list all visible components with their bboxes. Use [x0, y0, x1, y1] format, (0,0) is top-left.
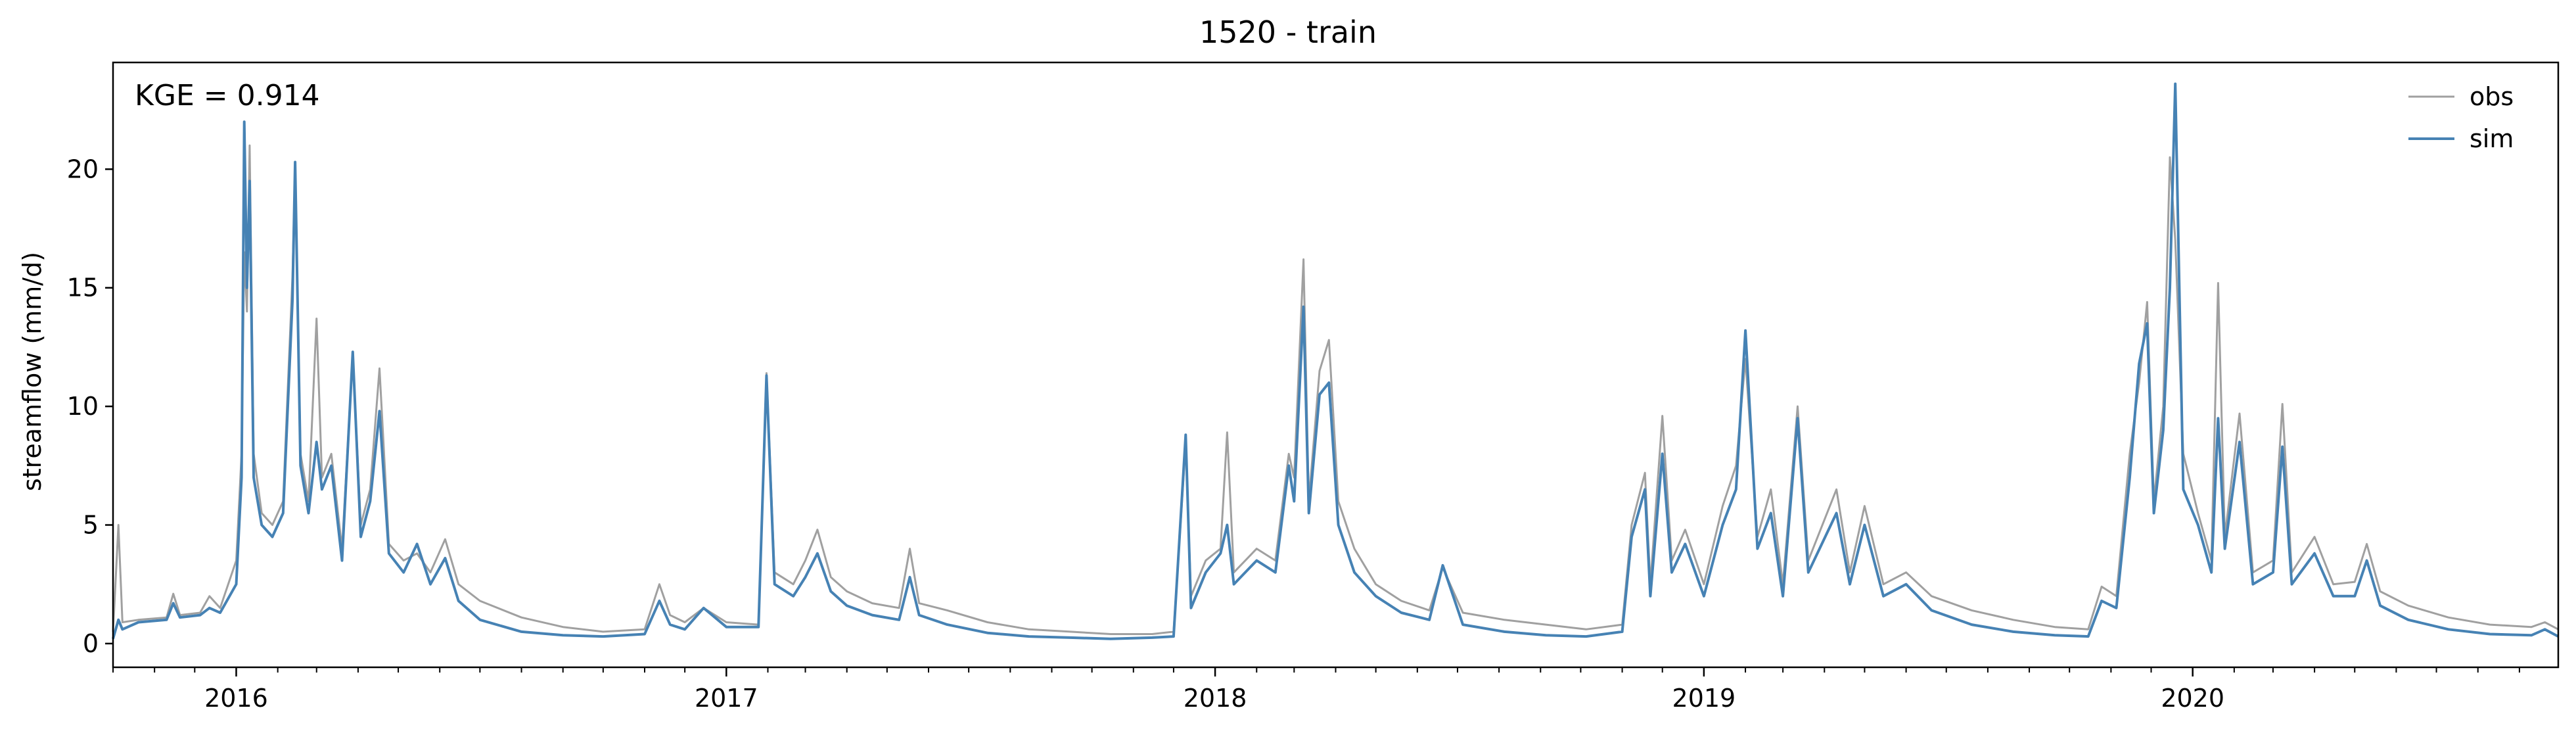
y-tick-label: 5 — [83, 511, 99, 540]
y-tick-label: 20 — [67, 154, 99, 183]
legend-sim-label: sim — [2470, 124, 2514, 153]
y-tick-label: 10 — [67, 392, 99, 421]
x-axis-ticks: 2016 2017 2018 2019 2020 — [112, 667, 2520, 713]
series-layer — [112, 82, 2559, 640]
plot-frame — [112, 61, 2560, 669]
series-line-sim — [112, 82, 2559, 640]
x-tick-label: 2018 — [1184, 684, 1247, 713]
y-tick-label: 0 — [83, 629, 99, 658]
legend: obs sim — [2408, 82, 2514, 153]
x-tick-label: 2019 — [1672, 684, 1736, 713]
x-tick-label: 2016 — [204, 684, 268, 713]
kge-annotation: KGE = 0.914 — [135, 79, 320, 112]
y-axis-label: streamflow (mm/d) — [18, 252, 47, 491]
x-tick-label: 2017 — [695, 684, 758, 713]
x-tick-label: 2020 — [2161, 684, 2224, 713]
chart-title: 1520 - train — [1199, 14, 1377, 50]
y-tick-label: 15 — [67, 273, 99, 302]
legend-obs-label: obs — [2470, 82, 2514, 111]
y-axis-ticks: 0 5 10 15 20 — [67, 154, 113, 658]
